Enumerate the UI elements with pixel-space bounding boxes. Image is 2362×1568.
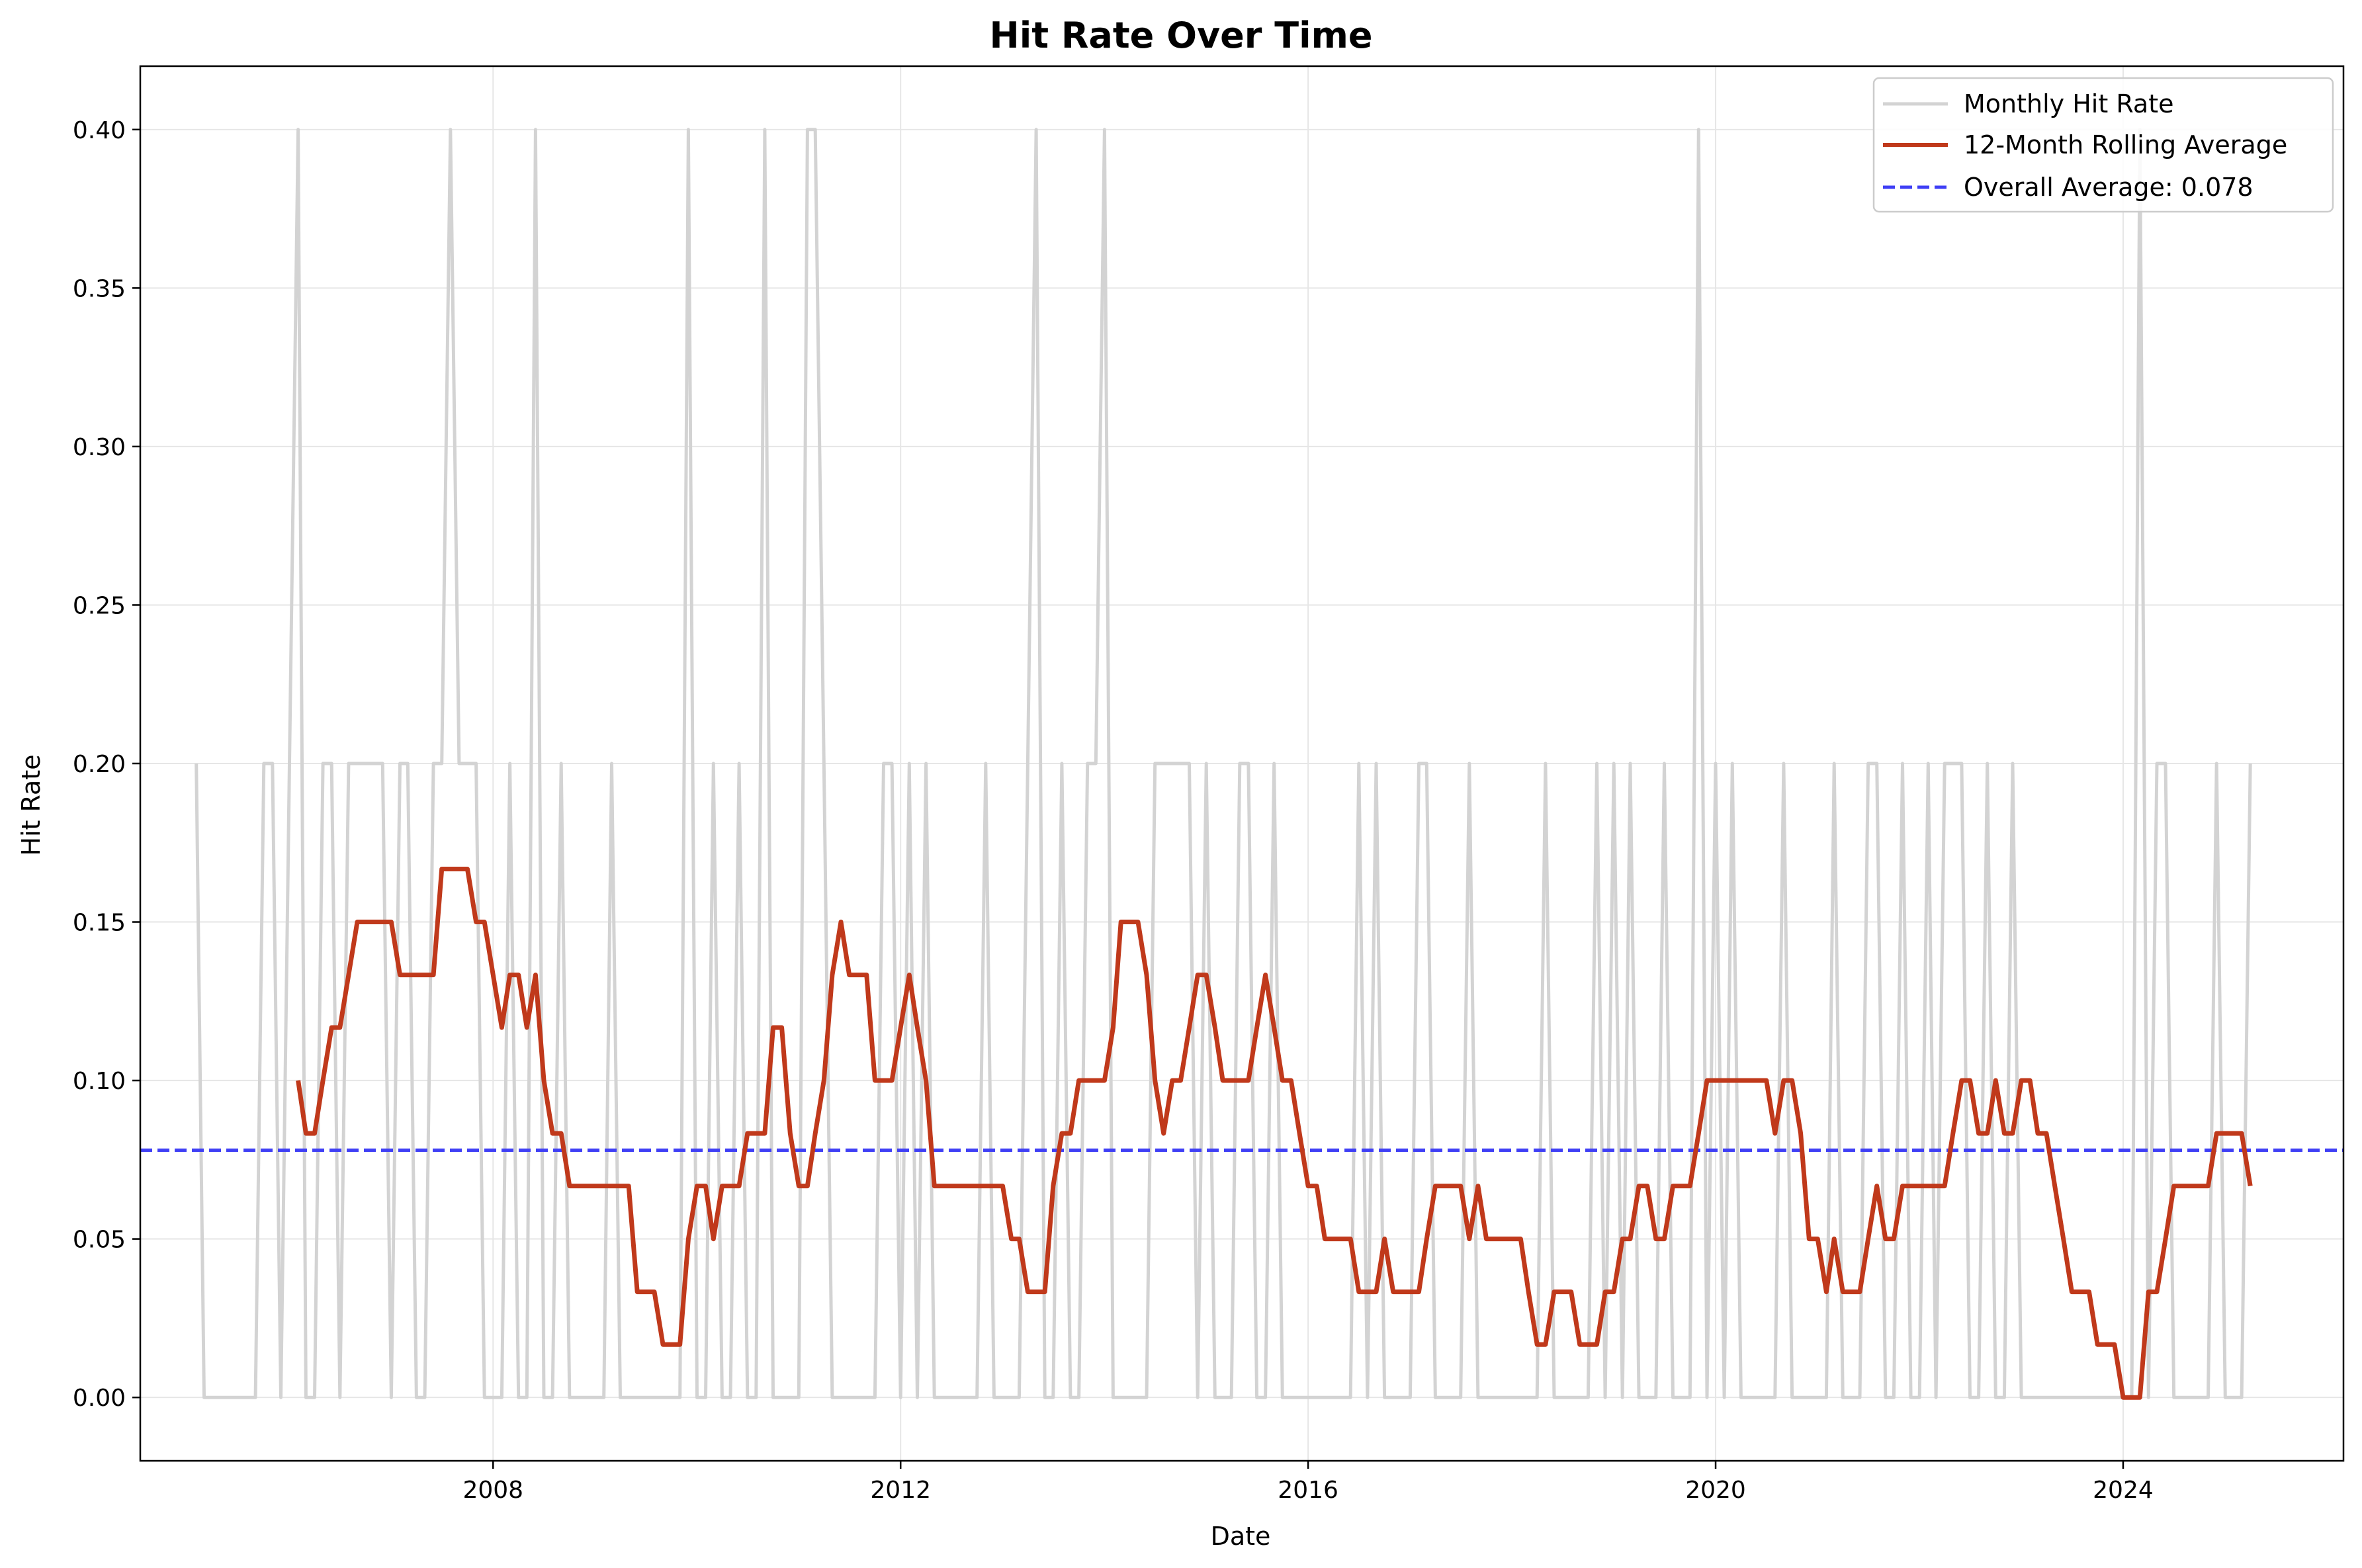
y-tick-label: 0.25 [73,592,126,619]
chart-title: Hit Rate Over Time [990,15,1373,56]
y-tick-label: 0.05 [73,1227,126,1254]
legend: Monthly Hit Rate 12-Month Rolling Averag… [1872,77,2334,213]
y-tick-label: 0.15 [73,910,126,937]
x-tick-label: 2012 [870,1477,931,1504]
x-tick-label: 2024 [2093,1477,2154,1504]
x-tick-label: 2008 [462,1477,523,1504]
x-axis-label: Date [1211,1522,1271,1551]
y-tick-label: 0.20 [73,751,126,778]
x-tick-label: 2016 [1278,1477,1338,1504]
legend-label-monthly: Monthly Hit Rate [1964,89,2173,118]
y-tick-label: 0.00 [73,1385,126,1412]
x-tick-label: 2020 [1685,1477,1746,1504]
series-line-rolling-average [296,867,2253,1400]
legend-box [1872,77,2334,213]
y-tick-label: 0.30 [73,434,126,461]
y-tick-label: 0.40 [73,117,126,144]
plot-area [140,128,2343,1400]
y-tick-label: 0.10 [73,1068,126,1095]
axis-ticks: 0.00 0.05 0.10 0.15 0.20 0.25 0.30 0.35 0.40 2008… [73,117,2154,1504]
y-axis-label: Hit Rate [17,754,46,855]
y-tick-label: 0.35 [73,275,126,302]
legend-label-rolling: 12-Month Rolling Average [1964,130,2287,159]
legend-label-overall: Overall Average: 0.078 [1964,173,2253,202]
